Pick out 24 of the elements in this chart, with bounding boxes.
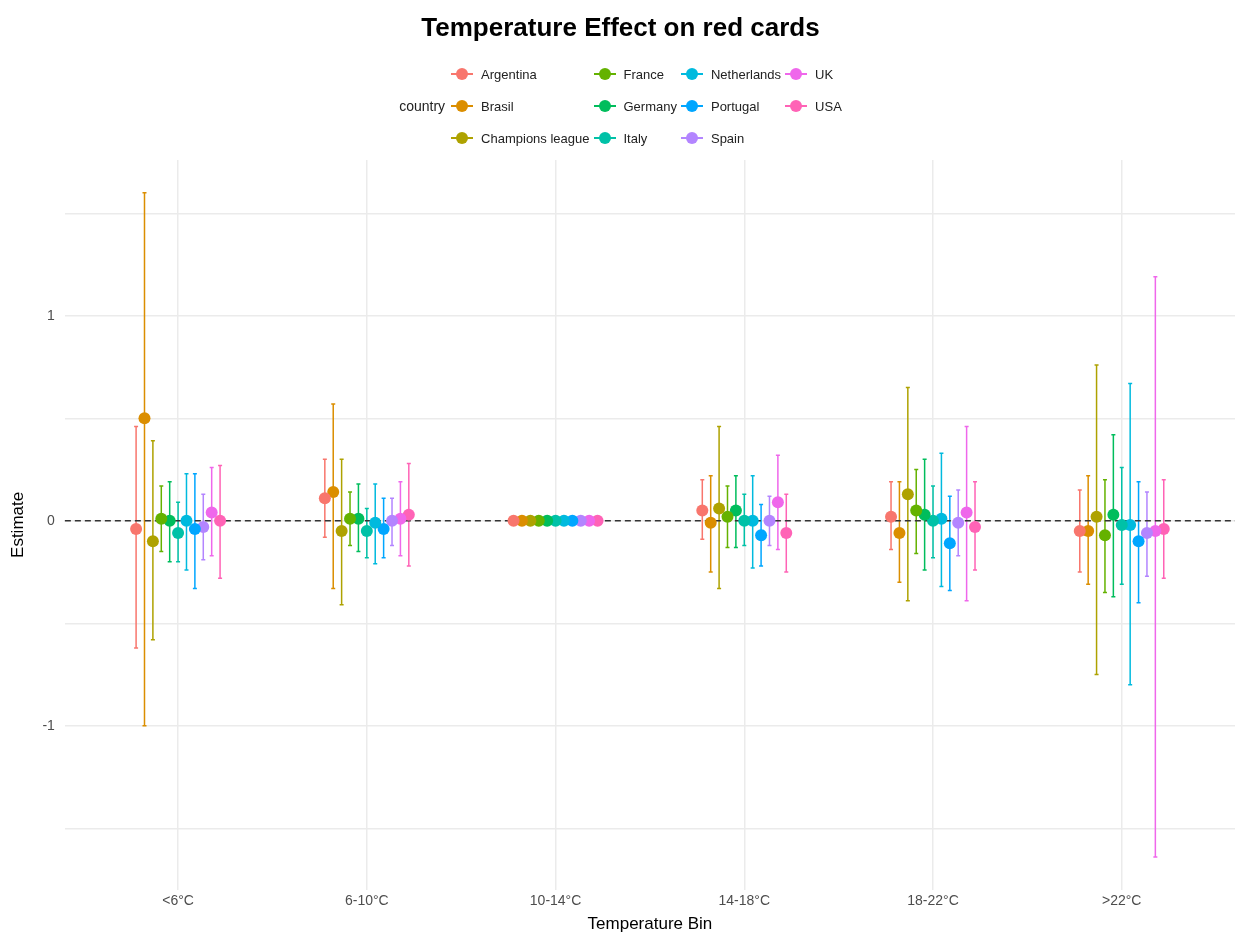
x-tick-label: 10-14°C <box>529 892 582 909</box>
legend-label: Italy <box>623 130 648 146</box>
y-tick-label: 0 <box>47 511 56 528</box>
legend-label: USA <box>815 98 842 114</box>
legend-label: Spain <box>710 130 745 146</box>
x-tick-label: <6°C <box>162 892 194 909</box>
legend-label: Brasil <box>481 98 514 114</box>
x-tick-label: 6-10°C <box>344 892 389 909</box>
legend-label: Germany <box>623 98 677 114</box>
x-tick-label: 14-18°C <box>718 892 771 909</box>
legend-label: France <box>623 66 664 82</box>
x-tick-label: 18-22°C <box>907 892 959 909</box>
x-tick-label: >22°C <box>1102 892 1142 909</box>
legend-title: country <box>399 98 446 114</box>
legend-label: UK <box>815 66 834 82</box>
chart-title: Temperature Effect on red cards <box>420 12 821 43</box>
y-axis-title: Estimate <box>7 491 27 558</box>
legend-label: Champions league <box>481 130 590 146</box>
legend-label: Argentina <box>481 66 537 82</box>
legend-label: Netherlands <box>710 66 782 82</box>
x-axis-title: Temperature Bin <box>587 914 713 934</box>
legend-label: Portugal <box>710 98 760 114</box>
y-tick-label: 1 <box>47 306 56 323</box>
y-tick-label: -1 <box>42 716 56 733</box>
